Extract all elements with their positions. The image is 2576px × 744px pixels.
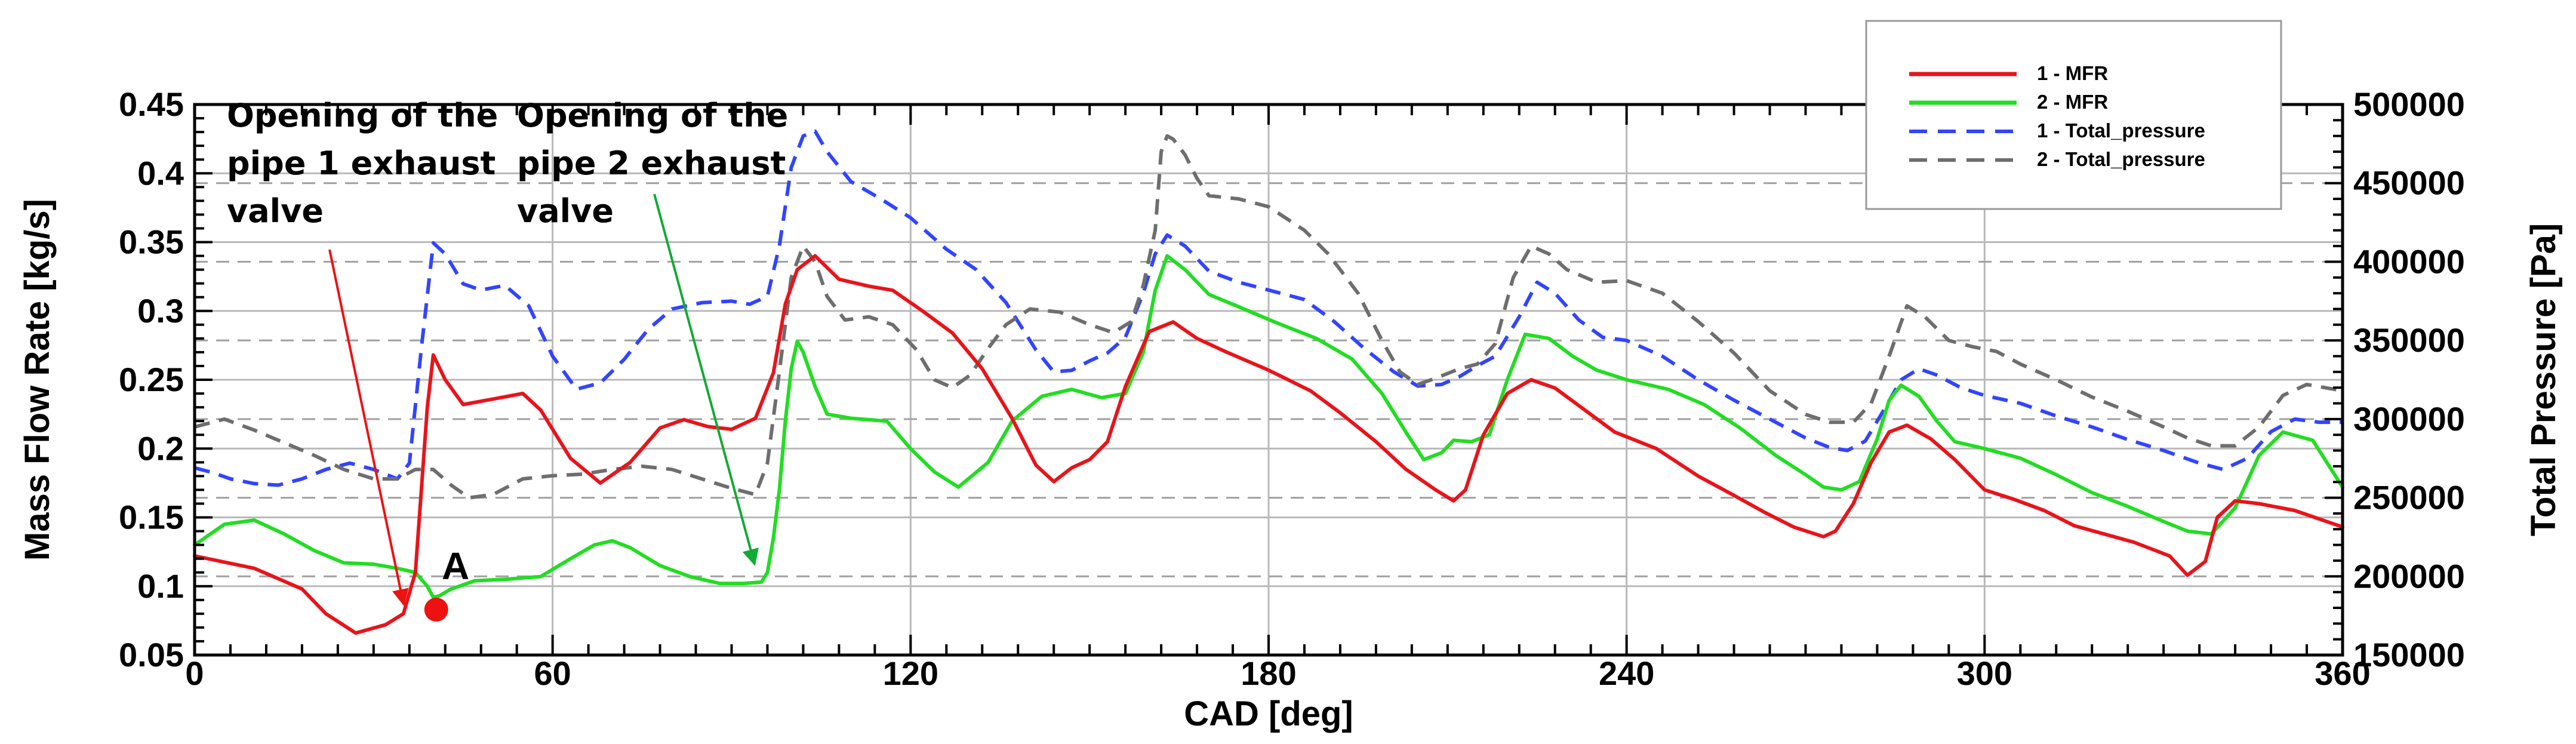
series-line-1 (193, 254, 2344, 635)
legend-label-1: 1 - MFR (2037, 62, 2108, 84)
x-tick-label-1: 60 (534, 654, 571, 692)
y2-tick-label-5: 400000 (2353, 242, 2465, 280)
legend-label-4: 2 - Total_pressure (2037, 148, 2205, 170)
y2-tick-label-1: 200000 (2353, 557, 2465, 595)
x-tick-label-6: 360 (2315, 654, 2370, 692)
legend: 1 - MFR 2 - MFR 1 - Total_pressure 2 - T… (1865, 20, 2282, 210)
series-line-2 (193, 254, 2344, 599)
annotation-pipe1-line-3: valve (227, 192, 324, 230)
point-a-marker (424, 597, 448, 622)
y-axis-title: Mass Flow Rate [kg/s] (18, 199, 57, 561)
y-tick-label-2: 0.15 (119, 499, 184, 536)
y-tick-label-4: 0.25 (119, 361, 184, 398)
annotation-pipe1-line-1: Opening of the (227, 97, 498, 134)
point-a-label: A (442, 545, 469, 588)
y-tick-label-0: 0.05 (119, 636, 184, 674)
y-tick-label-5: 0.3 (137, 292, 184, 330)
y-tick-label-7: 0.4 (137, 154, 184, 192)
y-tick-label-3: 0.2 (137, 429, 184, 467)
y2-tick-label-0: 150000 (2353, 636, 2465, 674)
x-axis-title: CAD [deg] (1184, 694, 1353, 733)
annotation-pipe2-line-2: pipe 2 exhaust (517, 145, 786, 182)
y2-tick-label-4: 350000 (2353, 321, 2465, 359)
legend-label-3: 1 - Total_pressure (2037, 119, 2205, 142)
y2-axis-title: Total Pressure [Pa] (2524, 223, 2563, 536)
annotation-pipe1-arrow (328, 249, 409, 606)
y-tick-label-8: 0.45 (119, 85, 184, 123)
annotation-pipe1-line-2: pipe 1 exhaust (227, 145, 495, 182)
legend-label-2: 2 - MFR (2037, 91, 2108, 113)
series-line-4 (194, 134, 2343, 500)
annotation-pipe1: Opening of the pipe 1 exhaust valve (227, 97, 498, 606)
x-tick-label-3: 180 (1241, 654, 1296, 692)
series-layer (193, 129, 2344, 635)
x-tick-label-0: 0 (185, 654, 204, 692)
x-tick-label-4: 240 (1599, 654, 1654, 692)
y-tick-label-1: 0.1 (137, 567, 184, 605)
y2-tick-label-3: 300000 (2353, 400, 2465, 438)
series-line-3 (194, 129, 2343, 487)
legend-box (1865, 20, 2282, 210)
annotation-pipe2: Opening of the pipe 2 exhaust valve (517, 97, 788, 566)
y2-tick-label-2: 250000 (2353, 479, 2465, 517)
y2-tick-label-6: 450000 (2353, 164, 2465, 202)
y-tick-label-6: 0.35 (119, 223, 184, 261)
y2-tick-label-7: 500000 (2353, 85, 2465, 123)
tick-labels: 0 60 120 180 240 300 360 0.05 0.1 0.15 0.2 0.25 0.3 0… (119, 85, 2465, 692)
x-tick-label-2: 120 (883, 654, 938, 692)
annotation-pipe2-line-3: valve (517, 192, 614, 230)
annotation-pipe2-line-1: Opening of the (517, 97, 788, 134)
x-tick-label-5: 300 (1957, 654, 2012, 692)
annotation-pipe2-arrow (653, 193, 759, 566)
